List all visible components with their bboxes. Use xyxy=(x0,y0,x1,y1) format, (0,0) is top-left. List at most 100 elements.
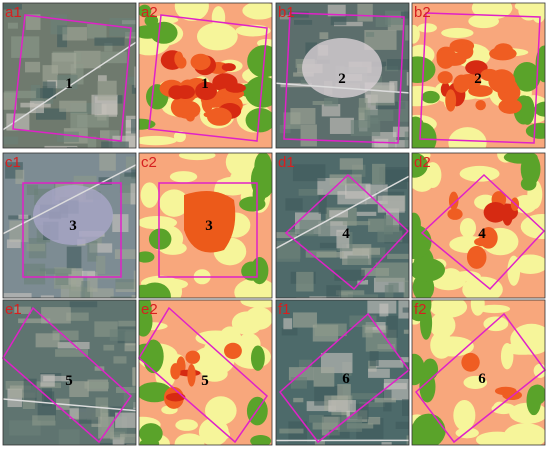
class-yellow xyxy=(441,27,474,39)
field xyxy=(87,23,107,39)
panel: e2 5 xyxy=(138,299,273,446)
panel: c2 3 xyxy=(138,152,273,299)
class-yellow xyxy=(169,171,198,183)
panel-label: a1 xyxy=(5,4,22,21)
field xyxy=(357,279,369,285)
class-red xyxy=(466,245,487,269)
field xyxy=(277,243,301,259)
field xyxy=(365,32,375,37)
field xyxy=(314,323,347,337)
class-green xyxy=(534,101,545,117)
class-yellow xyxy=(217,430,231,440)
field xyxy=(404,131,409,148)
built-area xyxy=(302,38,382,98)
field xyxy=(58,429,80,445)
site-outline xyxy=(148,14,268,142)
field xyxy=(339,158,363,170)
panel-label: e1 xyxy=(5,301,22,318)
class-red xyxy=(195,81,217,101)
class-red xyxy=(461,352,480,372)
panel: e1 5 xyxy=(2,299,137,446)
panel-image xyxy=(139,153,272,298)
class-green xyxy=(150,21,178,44)
field xyxy=(6,239,21,249)
class-red xyxy=(225,83,246,93)
field xyxy=(292,312,317,328)
panel-label: f2 xyxy=(414,301,427,318)
class-green xyxy=(525,123,545,139)
class-green xyxy=(139,306,153,337)
field xyxy=(96,255,106,274)
field xyxy=(70,112,88,131)
field xyxy=(368,368,390,378)
class-yellow xyxy=(500,343,514,370)
panel: f2 6 xyxy=(411,299,547,446)
field xyxy=(285,198,303,211)
field xyxy=(55,273,69,285)
field xyxy=(368,360,377,372)
field xyxy=(115,279,136,290)
field xyxy=(131,84,136,94)
field xyxy=(57,25,68,48)
site-outline xyxy=(158,182,258,278)
field xyxy=(290,377,307,389)
field xyxy=(81,281,91,298)
field xyxy=(32,415,56,426)
field xyxy=(9,220,29,243)
field xyxy=(334,269,365,281)
class-yellow xyxy=(240,300,272,308)
class-red xyxy=(457,44,474,60)
class-green xyxy=(139,118,156,130)
field xyxy=(42,81,56,99)
field xyxy=(11,36,40,58)
field xyxy=(294,19,313,25)
panel-image xyxy=(139,300,272,445)
field xyxy=(327,4,346,17)
class-yellow xyxy=(139,216,178,230)
field xyxy=(87,136,97,148)
class-green xyxy=(412,224,432,259)
field xyxy=(336,229,350,249)
field xyxy=(123,391,136,408)
field xyxy=(98,416,114,439)
panel-label: a2 xyxy=(141,4,158,21)
field xyxy=(299,359,313,368)
field xyxy=(84,288,114,298)
field xyxy=(3,136,19,145)
field xyxy=(328,400,356,413)
field xyxy=(347,294,379,298)
built-area xyxy=(33,185,113,245)
field xyxy=(69,381,89,398)
class-yellow xyxy=(257,38,272,48)
field xyxy=(112,434,125,445)
field xyxy=(118,320,136,331)
class-red xyxy=(224,342,242,359)
field xyxy=(133,270,136,292)
panel-border xyxy=(138,152,273,299)
class-yellow xyxy=(468,14,499,29)
field xyxy=(66,312,89,321)
field xyxy=(298,188,324,196)
field xyxy=(290,108,316,125)
site-number: 3 xyxy=(205,218,213,234)
field xyxy=(329,429,350,439)
field xyxy=(50,14,68,35)
field xyxy=(377,344,395,350)
class-yellow xyxy=(159,189,189,217)
class-green xyxy=(250,161,272,199)
field xyxy=(131,294,136,298)
panel: b2 2 xyxy=(411,2,546,149)
field xyxy=(403,329,409,334)
class-red xyxy=(483,201,508,223)
class-yellow xyxy=(430,331,453,359)
panel: c1 3 xyxy=(2,152,137,299)
class-yellow xyxy=(244,306,272,330)
class-yellow xyxy=(503,423,545,445)
field xyxy=(375,360,404,368)
field xyxy=(52,330,79,341)
field xyxy=(401,11,409,19)
panel-border xyxy=(411,152,546,299)
site-number: 4 xyxy=(342,226,350,242)
field xyxy=(312,100,333,106)
panel-image xyxy=(412,153,545,298)
